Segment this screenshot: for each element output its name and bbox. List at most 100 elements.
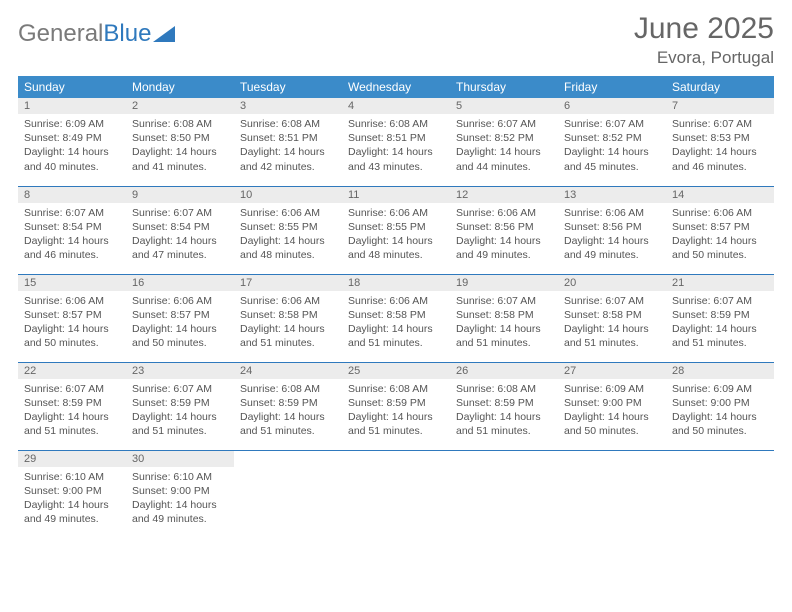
day-sr: Sunrise: 6:06 AM (672, 206, 768, 220)
weekday-sunday: Sunday (18, 76, 126, 98)
calendar-week: 22Sunrise: 6:07 AMSunset: 8:59 PMDayligh… (18, 362, 774, 450)
day-number: 30 (126, 451, 234, 467)
calendar-day: 23Sunrise: 6:07 AMSunset: 8:59 PMDayligh… (126, 362, 234, 450)
day-d1: Daylight: 14 hours (240, 145, 336, 159)
day-sr: Sunrise: 6:06 AM (348, 206, 444, 220)
calendar-day: 28Sunrise: 6:09 AMSunset: 9:00 PMDayligh… (666, 362, 774, 450)
day-number: 19 (450, 275, 558, 291)
calendar-day: 26Sunrise: 6:08 AMSunset: 8:59 PMDayligh… (450, 362, 558, 450)
day-d1: Daylight: 14 hours (564, 145, 660, 159)
calendar-day: 12Sunrise: 6:06 AMSunset: 8:56 PMDayligh… (450, 186, 558, 274)
day-details: Sunrise: 6:08 AMSunset: 8:59 PMDaylight:… (450, 379, 558, 443)
day-details: Sunrise: 6:09 AMSunset: 8:49 PMDaylight:… (18, 114, 126, 178)
day-details: Sunrise: 6:08 AMSunset: 8:51 PMDaylight:… (234, 114, 342, 178)
day-d1: Daylight: 14 hours (132, 498, 228, 512)
calendar-day: 11Sunrise: 6:06 AMSunset: 8:55 PMDayligh… (342, 186, 450, 274)
day-ss: Sunset: 8:56 PM (564, 220, 660, 234)
day-d1: Daylight: 14 hours (240, 234, 336, 248)
calendar-day: 1Sunrise: 6:09 AMSunset: 8:49 PMDaylight… (18, 98, 126, 186)
weekday-wednesday: Wednesday (342, 76, 450, 98)
day-d2: and 48 minutes. (240, 248, 336, 262)
day-number: 18 (342, 275, 450, 291)
day-ss: Sunset: 8:51 PM (240, 131, 336, 145)
day-number: 29 (18, 451, 126, 467)
calendar-day: 10Sunrise: 6:06 AMSunset: 8:55 PMDayligh… (234, 186, 342, 274)
day-d2: and 46 minutes. (672, 160, 768, 174)
calendar-body: 1Sunrise: 6:09 AMSunset: 8:49 PMDaylight… (18, 98, 774, 538)
day-d1: Daylight: 14 hours (348, 322, 444, 336)
logo: GeneralBlue (18, 12, 175, 48)
day-d1: Daylight: 14 hours (348, 410, 444, 424)
day-d1: Daylight: 14 hours (456, 322, 552, 336)
day-details: Sunrise: 6:06 AMSunset: 8:56 PMDaylight:… (558, 203, 666, 267)
day-sr: Sunrise: 6:07 AM (672, 117, 768, 131)
day-ss: Sunset: 8:49 PM (24, 131, 120, 145)
day-sr: Sunrise: 6:09 AM (672, 382, 768, 396)
day-sr: Sunrise: 6:09 AM (24, 117, 120, 131)
day-ss: Sunset: 8:58 PM (240, 308, 336, 322)
day-d2: and 49 minutes. (564, 248, 660, 262)
calendar-table: Sunday Monday Tuesday Wednesday Thursday… (18, 76, 774, 538)
day-details: Sunrise: 6:07 AMSunset: 8:58 PMDaylight:… (450, 291, 558, 355)
day-d2: and 45 minutes. (564, 160, 660, 174)
calendar-day: 7Sunrise: 6:07 AMSunset: 8:53 PMDaylight… (666, 98, 774, 186)
day-details: Sunrise: 6:07 AMSunset: 8:54 PMDaylight:… (18, 203, 126, 267)
day-details: Sunrise: 6:06 AMSunset: 8:57 PMDaylight:… (18, 291, 126, 355)
day-d1: Daylight: 14 hours (24, 498, 120, 512)
calendar-day: 5Sunrise: 6:07 AMSunset: 8:52 PMDaylight… (450, 98, 558, 186)
day-sr: Sunrise: 6:06 AM (564, 206, 660, 220)
day-d1: Daylight: 14 hours (564, 322, 660, 336)
day-d2: and 51 minutes. (348, 424, 444, 438)
day-ss: Sunset: 8:58 PM (348, 308, 444, 322)
day-d2: and 49 minutes. (24, 512, 120, 526)
calendar-day: 25Sunrise: 6:08 AMSunset: 8:59 PMDayligh… (342, 362, 450, 450)
day-d1: Daylight: 14 hours (24, 145, 120, 159)
day-ss: Sunset: 8:53 PM (672, 131, 768, 145)
day-d2: and 51 minutes. (240, 424, 336, 438)
day-number: 13 (558, 187, 666, 203)
day-d2: and 51 minutes. (564, 336, 660, 350)
day-d2: and 50 minutes. (672, 424, 768, 438)
day-number: 12 (450, 187, 558, 203)
day-ss: Sunset: 8:57 PM (132, 308, 228, 322)
calendar-week: 29Sunrise: 6:10 AMSunset: 9:00 PMDayligh… (18, 450, 774, 538)
day-details: Sunrise: 6:07 AMSunset: 8:59 PMDaylight:… (126, 379, 234, 443)
day-ss: Sunset: 8:58 PM (564, 308, 660, 322)
day-d2: and 51 minutes. (240, 336, 336, 350)
day-d2: and 51 minutes. (456, 424, 552, 438)
calendar-day: 29Sunrise: 6:10 AMSunset: 9:00 PMDayligh… (18, 450, 126, 538)
day-sr: Sunrise: 6:07 AM (564, 294, 660, 308)
day-d2: and 46 minutes. (24, 248, 120, 262)
day-ss: Sunset: 8:54 PM (24, 220, 120, 234)
calendar-day (666, 450, 774, 538)
day-number: 27 (558, 363, 666, 379)
day-number: 11 (342, 187, 450, 203)
day-number: 21 (666, 275, 774, 291)
page-title: June 2025 (634, 12, 774, 46)
day-number: 9 (126, 187, 234, 203)
day-ss: Sunset: 8:52 PM (564, 131, 660, 145)
day-d1: Daylight: 14 hours (672, 234, 768, 248)
day-number: 23 (126, 363, 234, 379)
weekday-tuesday: Tuesday (234, 76, 342, 98)
calendar-day: 4Sunrise: 6:08 AMSunset: 8:51 PMDaylight… (342, 98, 450, 186)
calendar-day (342, 450, 450, 538)
day-ss: Sunset: 8:54 PM (132, 220, 228, 234)
day-ss: Sunset: 8:59 PM (24, 396, 120, 410)
day-d2: and 50 minutes. (564, 424, 660, 438)
day-d2: and 43 minutes. (348, 160, 444, 174)
weekday-header-row: Sunday Monday Tuesday Wednesday Thursday… (18, 76, 774, 98)
day-sr: Sunrise: 6:06 AM (240, 294, 336, 308)
day-sr: Sunrise: 6:10 AM (24, 470, 120, 484)
weekday-saturday: Saturday (666, 76, 774, 98)
day-ss: Sunset: 8:55 PM (240, 220, 336, 234)
day-details: Sunrise: 6:07 AMSunset: 8:58 PMDaylight:… (558, 291, 666, 355)
day-ss: Sunset: 8:55 PM (348, 220, 444, 234)
day-number: 14 (666, 187, 774, 203)
day-d2: and 48 minutes. (348, 248, 444, 262)
day-d2: and 51 minutes. (348, 336, 444, 350)
weekday-monday: Monday (126, 76, 234, 98)
day-ss: Sunset: 8:58 PM (456, 308, 552, 322)
day-ss: Sunset: 9:00 PM (132, 484, 228, 498)
day-number: 1 (18, 98, 126, 114)
